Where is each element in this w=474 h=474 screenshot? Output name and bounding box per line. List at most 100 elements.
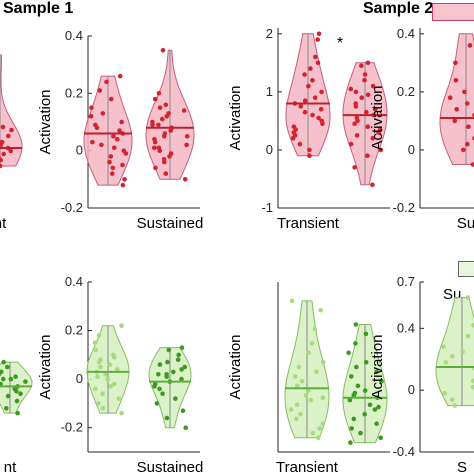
data-point [0,157,3,163]
data-point [14,398,20,404]
data-point [104,79,109,85]
y-axis-label: Activation [37,89,54,154]
panel-s2_bottom_left: Activation Transient [227,282,390,474]
data-point [465,333,471,339]
data-point [173,396,178,401]
data-point [320,121,325,127]
data-point [99,142,104,148]
data-point [310,78,315,83]
data-point [165,359,170,365]
y-axis-label: Activation [227,85,244,150]
data-point [359,95,365,100]
data-point [453,78,459,83]
data-point [447,95,453,100]
data-point [306,83,311,89]
data-point [171,369,176,375]
x-category-label: Transient [276,459,339,474]
data-point [307,147,312,153]
data-point [180,408,186,414]
data-point [119,119,124,125]
data-point [365,92,371,98]
data-point [466,124,471,129]
data-point [179,376,184,382]
data-point [167,154,172,159]
panel-s2_top_left: -1 0 1 2 Activation Transient * [227,26,390,232]
data-point [321,360,326,365]
data-point [312,95,318,100]
data-point [296,364,302,370]
data-point [320,395,326,401]
data-point [112,145,117,151]
sample-1-title: Sample 1 [3,0,74,17]
data-point [6,133,11,139]
data-point [163,102,169,108]
y-tick-label: 0 [76,143,83,158]
data-point [0,142,4,148]
data-point [313,54,318,60]
data-point [295,383,300,389]
data-point [374,369,379,375]
data-point [355,383,361,389]
data-point [298,104,304,109]
y-tick-label: 0.2 [65,85,83,100]
data-point [1,151,6,157]
data-point [352,165,357,170]
data-point [319,89,324,95]
data-point [370,83,376,89]
y-tick-label: 0.2 [397,84,415,99]
data-point [184,142,189,148]
data-point [452,118,458,124]
data-point [460,349,466,354]
data-point [168,128,173,133]
data-point [97,359,102,365]
data-point [153,165,158,171]
data-point [348,440,353,445]
data-point [96,333,102,338]
data-point [117,128,122,133]
data-point [166,347,172,353]
data-point [362,411,368,417]
data-point [117,73,123,79]
y-axis-label: Activation [369,85,386,150]
data-point [98,364,103,370]
panel-s1_bottom_left_partial: nt [0,359,33,474]
data-point [164,415,170,421]
data-point [354,364,359,370]
data-point [367,402,373,408]
data-point [364,109,369,115]
data-point [309,341,315,346]
data-point [349,374,354,379]
data-point [18,391,23,397]
data-point [157,386,162,392]
data-point [467,43,473,48]
data-point [353,89,359,95]
data-point [378,435,384,441]
data-point [374,421,379,427]
data-point [348,141,354,147]
data-point [93,386,98,392]
data-point [372,407,378,412]
data-point [317,426,322,431]
data-point [362,388,368,393]
data-point [163,171,169,176]
data-point [372,107,378,112]
data-point [100,111,106,116]
data-point [0,381,3,387]
data-point [299,378,305,384]
data-point [92,340,98,346]
data-point [119,410,124,416]
data-point [303,393,309,398]
data-point [362,78,367,83]
x-category-label: nt [0,215,7,232]
y-tick-label: 1 [266,84,273,99]
data-point [5,393,11,399]
data-point [465,295,471,300]
data-point [294,416,299,422]
data-point [348,86,354,92]
data-point [302,98,308,103]
data-point [376,404,381,410]
data-point [378,147,384,153]
data-point [353,104,359,109]
data-point [365,153,370,158]
data-point [179,345,185,350]
